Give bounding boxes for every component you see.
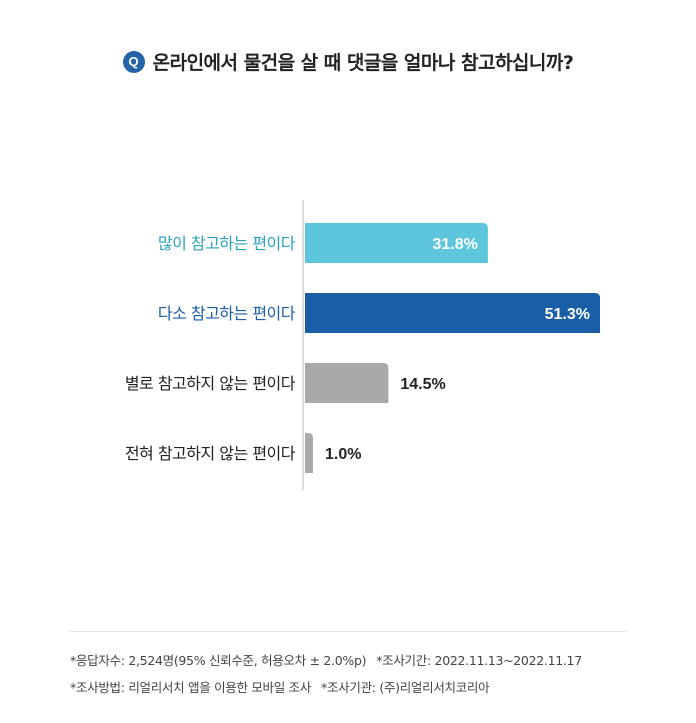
- value-label-1: 31.8%: [432, 236, 477, 253]
- question-header: Q 온라인에서 물건을 살 때 댓글을 얼마나 참고하십니까?: [0, 48, 696, 75]
- bar-4: [305, 433, 313, 473]
- value-label-2: 51.3%: [545, 306, 590, 323]
- bar-1: [305, 223, 488, 263]
- footer-line-1: *응답자수: 2,524명(95% 신뢰수준, 허용오차 ± 2.0%p) *조사…: [70, 650, 582, 669]
- category-label-4: 전혀 참고하지 않는 편이다: [125, 444, 296, 463]
- bar-2: [305, 293, 600, 333]
- bar-chart: 많이 참고하는 편이다 31.8% 다소 참고하는 편이다 51.3% 별로 참고하지 …: [125, 200, 600, 490]
- footer-divider: [70, 631, 626, 632]
- footer-period: *조사기간: 2022.11.13~2022.11.17: [376, 653, 582, 668]
- footer-agency: *조사기관: (주)리얼리서치코리아: [321, 680, 490, 695]
- question-badge-icon: Q: [122, 50, 145, 73]
- value-label-4: 1.0%: [325, 446, 361, 463]
- category-label-3: 별로 참고하지 않는 편이다: [125, 374, 296, 393]
- footer-method: *조사방법: 리얼리서치 앱을 이용한 모바일 조사: [70, 680, 312, 695]
- category-label-1: 많이 참고하는 편이다: [158, 234, 296, 253]
- question-text: 온라인에서 물건을 살 때 댓글을 얼마나 참고하십니까?: [152, 52, 574, 74]
- category-label-2: 다소 참고하는 편이다: [158, 304, 296, 323]
- bar-3: [305, 363, 389, 403]
- footer-line-2: *조사방법: 리얼리서치 앱을 이용한 모바일 조사 *조사기관: (주)리얼리서…: [70, 677, 490, 696]
- value-label-3: 14.5%: [400, 376, 445, 393]
- footer-respondents: *응답자수: 2,524명(95% 신뢰수준, 허용오차 ± 2.0%p): [70, 653, 367, 668]
